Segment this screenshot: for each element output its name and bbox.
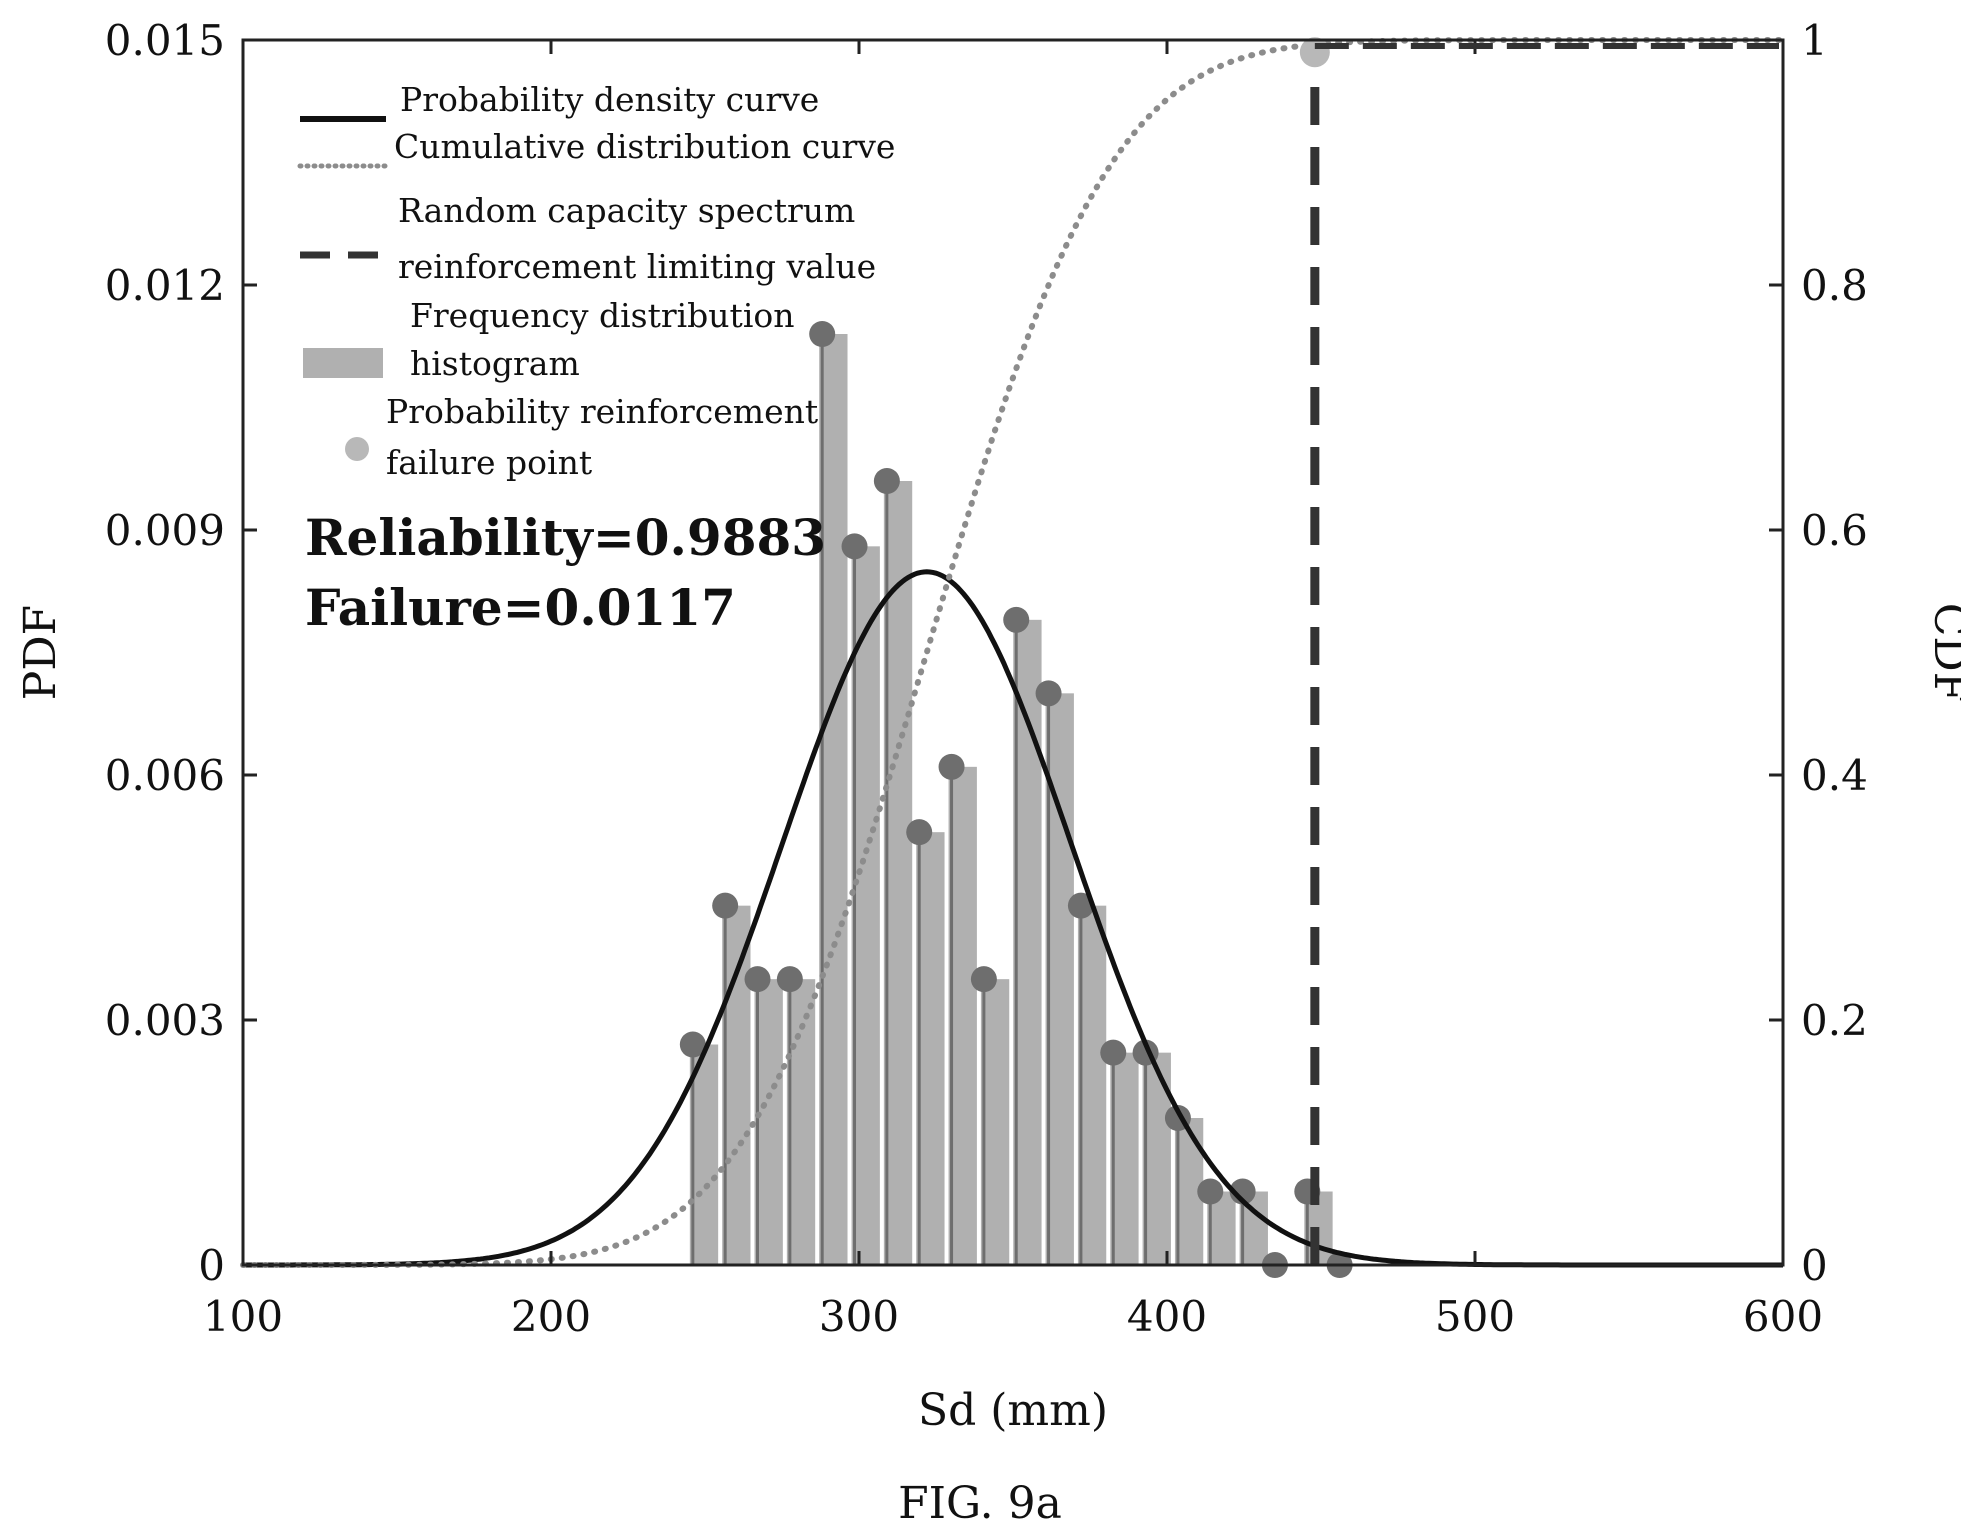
x-tick-label: 200 [511, 1292, 591, 1341]
stem-marker [970, 966, 997, 993]
y-tick-label-right: 0.8 [1801, 261, 1868, 310]
y-tick-label-left: 0.003 [105, 996, 225, 1045]
y-tick-label-left: 0.012 [105, 261, 225, 310]
histogram-bar [851, 546, 880, 1265]
legend-label-histogram-line1: Frequency distribution [410, 296, 795, 335]
histogram-bar [722, 905, 751, 1265]
histogram-bar [948, 766, 977, 1265]
legend-swatch-failure-point [345, 437, 369, 461]
histogram-bar [819, 334, 848, 1265]
plot-frame [241, 38, 1785, 1267]
histogram-bars [689, 334, 1333, 1265]
x-tick-label: 600 [1743, 1292, 1823, 1341]
y-tick-label-right: 1 [1801, 16, 1828, 65]
histogram-bar [1110, 1052, 1139, 1265]
stem-marker [906, 819, 933, 846]
figure-caption: FIG. 9a [898, 1478, 1062, 1529]
stem-marker [712, 892, 739, 919]
stem-marker [873, 468, 900, 494]
failure-point-marker [1299, 37, 1330, 68]
legend-label-failure-line1: Probability reinforcement [386, 392, 818, 431]
stem-marker [679, 1031, 706, 1058]
y-tick-label-right: 0 [1801, 1241, 1828, 1290]
x-tick-label: 300 [819, 1292, 899, 1341]
legend-label-histogram-line2: histogram [410, 344, 580, 383]
histogram-bar [883, 481, 913, 1265]
stem-marker [1003, 606, 1030, 633]
histogram-bar [689, 1044, 719, 1265]
stem-marker [1197, 1178, 1224, 1205]
stem-marker [776, 966, 803, 993]
stem-marker [1229, 1178, 1256, 1205]
stem-marker [1067, 892, 1094, 919]
y-axis-label-left: PDF [15, 605, 66, 700]
x-tick-label: 400 [1127, 1292, 1207, 1341]
y-tick-label-left: 0.006 [105, 751, 225, 800]
histogram-bar [980, 979, 1010, 1265]
legend-swatch-histogram [303, 348, 383, 378]
y-tick-label-right: 0.6 [1801, 506, 1868, 555]
reliability-annotation: Reliability=0.9883 [305, 508, 826, 567]
legend-label-pdf: Probability density curve [400, 80, 819, 119]
legend-label-limit-line2: reinforcement limiting value [398, 247, 876, 286]
stem-marker [809, 321, 836, 347]
x-axis-label: Sd (mm) [918, 1385, 1108, 1436]
stem-marker [841, 533, 868, 560]
legend-label-failure-line2: failure point [386, 443, 592, 482]
x-tick-label: 500 [1435, 1292, 1515, 1341]
histogram-bar [1077, 905, 1107, 1265]
legend: Probability density curve Cumulative dis… [297, 80, 895, 482]
legend-label-cdf: Cumulative distribution curve [394, 127, 895, 166]
axis-ticks: 100 200 300 400 500 60000.0030.0060.0090.0120… [105, 16, 1868, 1341]
y-tick-label-left: 0 [198, 1241, 225, 1290]
y-tick-label-right: 0.4 [1801, 751, 1868, 800]
pdf-curve [243, 569, 1783, 1268]
legend-label-limit-line1: Random capacity spectrum [398, 191, 855, 230]
histogram-bar [916, 832, 945, 1265]
y-axis-label-right: CDF [1924, 603, 1961, 702]
failure-annotation: Failure=0.0117 [305, 578, 736, 637]
stem-marker [938, 753, 965, 780]
y-tick-label-left: 0.009 [105, 506, 225, 555]
y-tick-label-left: 0.015 [105, 16, 225, 65]
y-tick-label-right: 0.2 [1801, 996, 1868, 1045]
stem-marker [744, 966, 771, 993]
x-tick-label: 100 [203, 1292, 283, 1341]
stem-marker [1100, 1039, 1127, 1066]
stem-marker [1035, 680, 1062, 707]
histogram-bar [754, 979, 783, 1265]
